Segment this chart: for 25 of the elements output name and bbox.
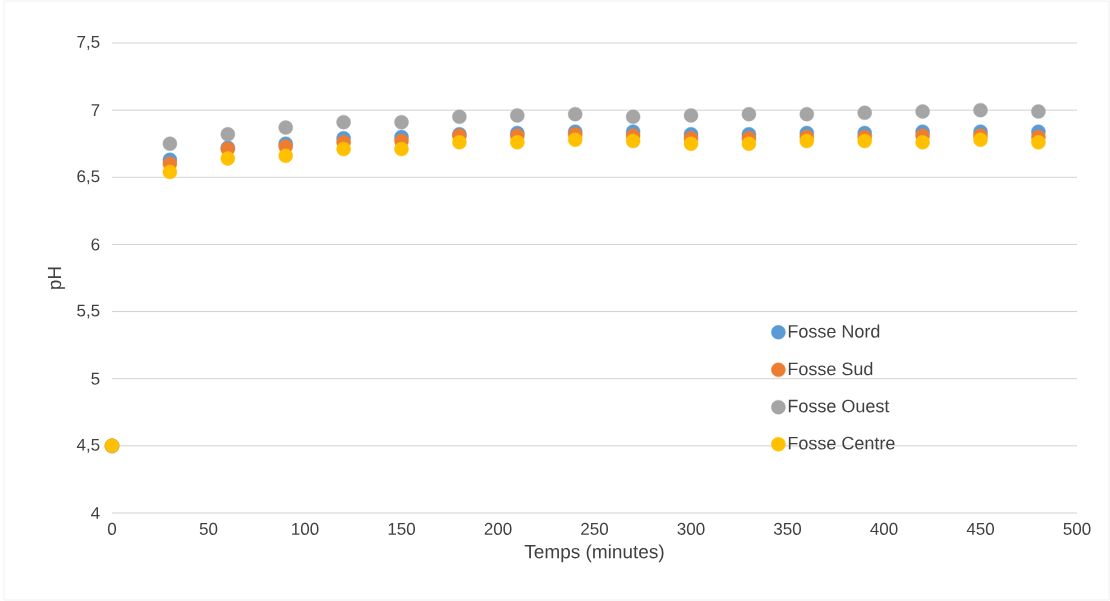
y-tick-label: 4	[91, 507, 100, 519]
x-tick-label: 200	[484, 522, 512, 535]
y-tick-label: 7	[91, 104, 100, 116]
x-tick-label: 500	[1063, 522, 1091, 535]
legend-label: Fosse Ouest	[788, 399, 890, 413]
y-tick-label: 4,5	[76, 438, 100, 453]
y-tick-label: 7,5	[77, 36, 100, 50]
y-axis-title: pH	[47, 267, 65, 289]
y-tick-label: 6	[91, 238, 100, 251]
y-tick-label: 5,5	[77, 304, 100, 319]
x-axis-title: Temps (minutes)	[524, 544, 664, 563]
x-tick-label: 100	[292, 522, 319, 535]
y-tick-label: 6,5	[77, 170, 100, 185]
x-tick-label: 400	[870, 522, 898, 535]
x-tick-label: 150	[388, 522, 416, 535]
legend-label: Fosse Nord	[788, 324, 880, 338]
x-tick-label: 250	[581, 522, 609, 535]
x-tick-label: 450	[966, 522, 995, 535]
y-tick-label: 5	[91, 372, 100, 385]
x-tick-label: 0	[107, 522, 117, 535]
x-tick-label: 50	[199, 522, 218, 535]
x-tick-label: 300	[677, 522, 705, 535]
x-tick-label: 350	[773, 522, 802, 535]
legend-label: Fosse Sud	[788, 362, 873, 376]
legend-label: Fosse Centre	[788, 436, 895, 450]
